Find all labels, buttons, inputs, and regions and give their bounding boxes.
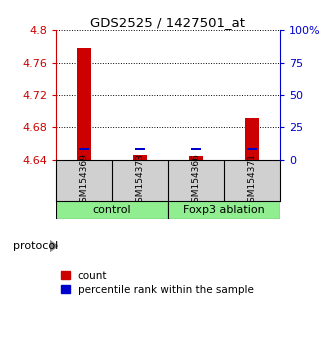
- Bar: [245, 118, 259, 160]
- Text: GSM154373: GSM154373: [135, 153, 145, 208]
- Bar: [77, 48, 91, 160]
- Polygon shape: [50, 240, 58, 252]
- Text: control: control: [93, 205, 131, 215]
- Title: GDS2525 / 1427501_at: GDS2525 / 1427501_at: [91, 16, 245, 29]
- Text: GSM154369: GSM154369: [79, 153, 89, 208]
- Text: protocol: protocol: [13, 241, 58, 251]
- Bar: [247, 148, 257, 150]
- Bar: [135, 148, 145, 150]
- Legend: count, percentile rank within the sample: count, percentile rank within the sample: [61, 271, 254, 295]
- Bar: [189, 156, 203, 160]
- Text: Foxp3 ablation: Foxp3 ablation: [183, 205, 265, 215]
- Text: GSM154371: GSM154371: [247, 153, 257, 208]
- Bar: [191, 148, 201, 150]
- Bar: [168, 201, 280, 219]
- Bar: [133, 155, 147, 160]
- Text: GSM154366: GSM154366: [191, 153, 201, 208]
- Bar: [56, 201, 168, 219]
- Bar: [79, 148, 89, 150]
